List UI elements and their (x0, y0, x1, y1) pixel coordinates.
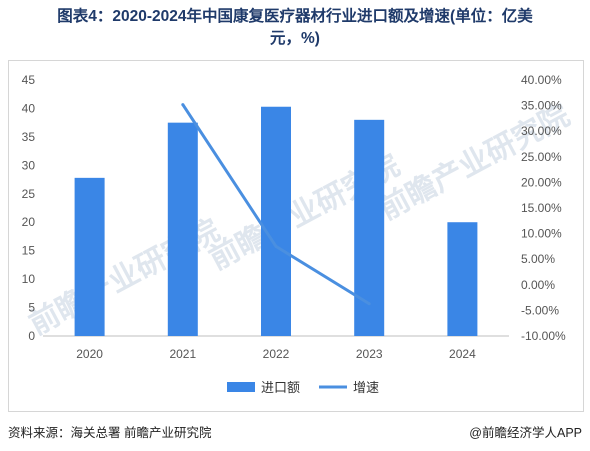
y-right-tick-label: 10.00% (521, 227, 562, 241)
bar-import-2023 (354, 119, 385, 336)
chart-title: 图表4：2020-2024年中国康复医疗器材行业进口额及增速(单位：亿美 元，%… (57, 8, 533, 47)
source-note: 资料来源：海关总署 前瞻产业研究院 (8, 426, 212, 440)
y-left-tick-label: 20 (22, 215, 36, 229)
y-right-tick-label: 40.00% (521, 73, 562, 87)
y-left-tick-label: 0 (28, 329, 35, 343)
y-left-tick-label: 15 (22, 244, 36, 258)
line-point (181, 103, 185, 107)
combo-chart: 前瞻产业研究院前瞻产业研究院前瞻产业研究院051015202530354045-… (22, 73, 576, 395)
chart-frame: 前瞻产业研究院 前瞻产业研究院 前瞻产业研究院 0 5 10 15 20 25 30 35 40 45-… (8, 60, 584, 412)
line-point (274, 244, 278, 248)
y-left-tick-label: 35 (22, 130, 36, 144)
legend-label-line: 增速 (353, 380, 379, 395)
bar-import-2021 (167, 122, 198, 336)
x-tick-label: 2021 (169, 347, 196, 361)
y-right-tick-label: -10.00% (521, 329, 566, 343)
y-right-tick-label: 15.00% (521, 201, 562, 215)
x-tick-label: 2022 (263, 347, 290, 361)
y-right-tick-label: 30.00% (521, 124, 562, 138)
y-right-tick-label: 20.00% (521, 175, 562, 189)
credit-note: @前瞻经济学人APP (469, 426, 582, 440)
y-left-tick-label: 45 (22, 73, 36, 87)
y-left-tick-label: 40 (22, 101, 36, 115)
y-right-tick-label: 25.00% (521, 150, 562, 164)
bar-import-2024 (447, 222, 478, 336)
legend-swatch-bar (227, 382, 255, 392)
legend-label-bar: 进口额 (261, 380, 300, 395)
line-point (367, 302, 371, 306)
bar-import-2022 (261, 106, 291, 336)
y-right-tick-label: 5.00% (521, 252, 555, 266)
y-left-tick-label: 30 (22, 158, 36, 172)
y-right-tick-label: 35.00% (521, 99, 562, 113)
y-left-tick-label: 5 (28, 301, 35, 315)
bar-import-2020 (74, 177, 105, 336)
x-tick-label: 2024 (449, 347, 476, 361)
y-left-tick-label: 25 (22, 187, 36, 201)
y-right-tick-label: 0.00% (521, 278, 555, 292)
y-left-tick-label: 10 (22, 272, 36, 286)
x-tick-label: 2020 (76, 347, 103, 361)
x-tick-label: 2023 (356, 347, 383, 361)
y-right-tick-label: -5.00% (521, 303, 559, 317)
